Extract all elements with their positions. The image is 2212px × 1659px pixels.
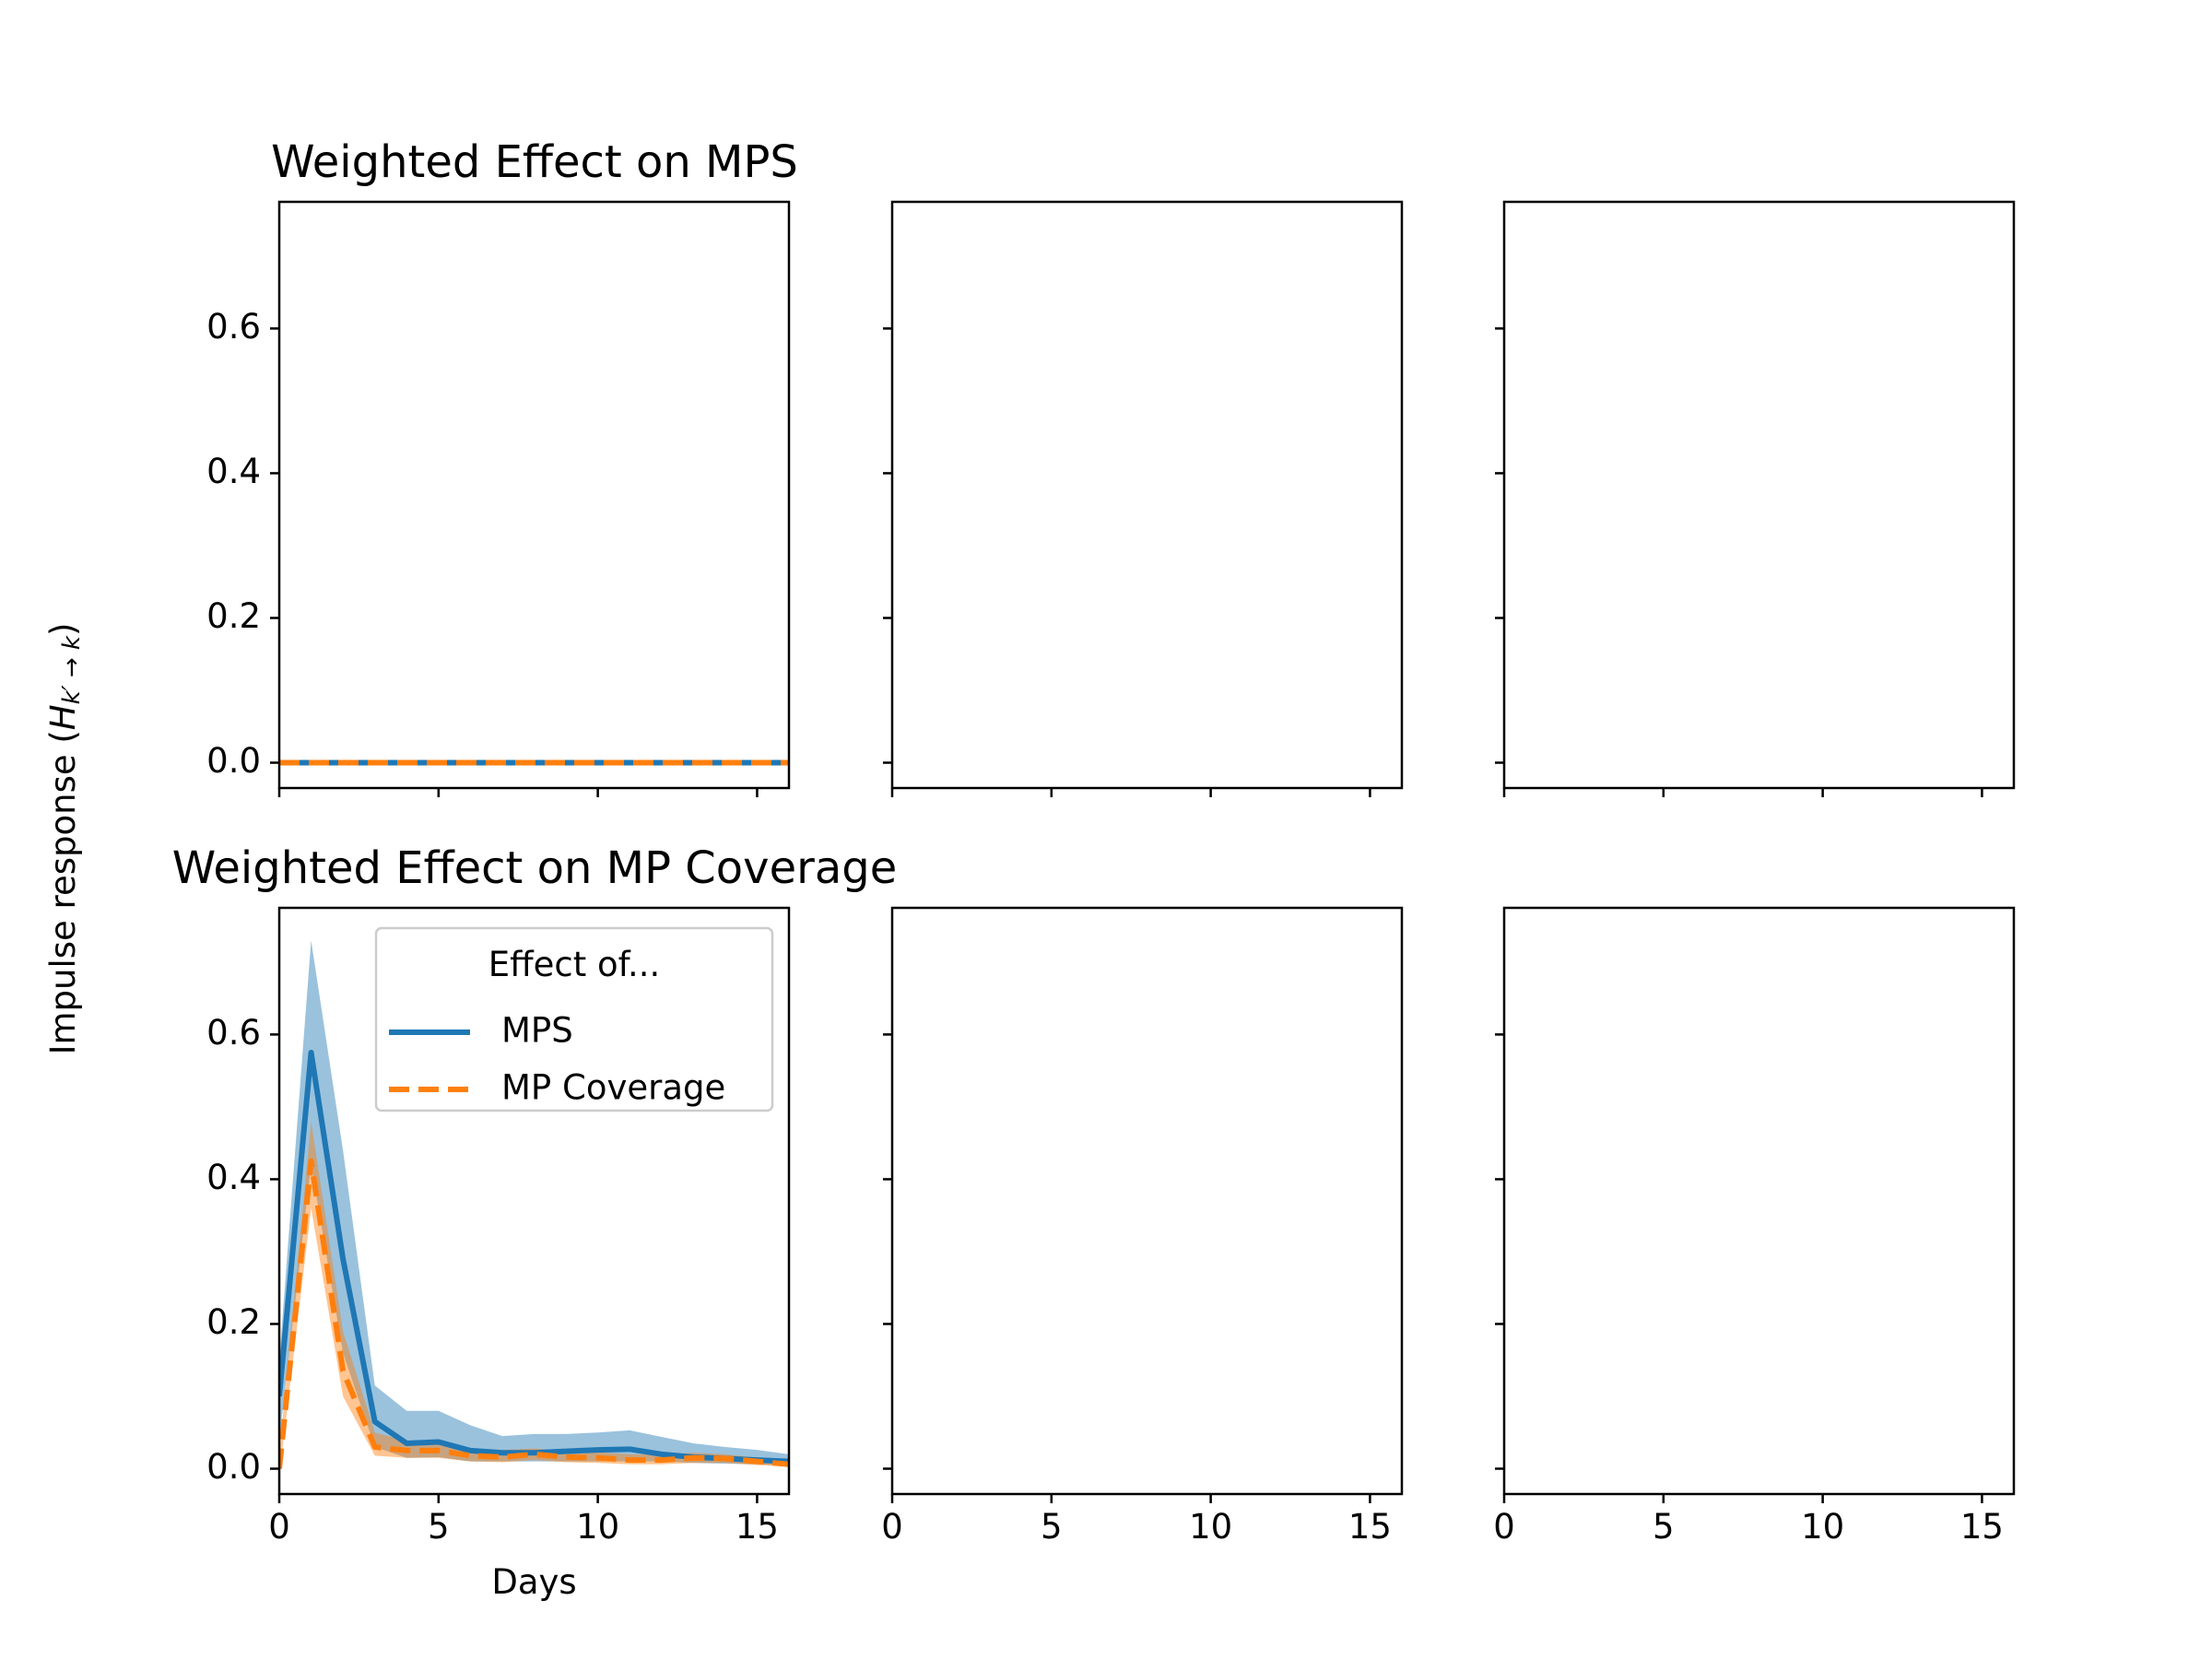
axes-frame [1502,906,2016,1496]
x-tick-label: 5 [428,1507,450,1547]
y-tick-label: 0.2 [206,596,261,636]
legend-box [374,926,774,1112]
x-tick-label: 0 [268,1507,290,1547]
axes-title: Weighted Effect on MPS [271,136,798,188]
x-tick-label: 15 [1960,1507,2004,1547]
x-tick-label: 0 [1493,1507,1515,1547]
y-tick-label: 0.6 [206,1013,261,1053]
axes-title: Weighted Effect on MP Coverage [172,842,898,894]
figure-ylabel-math: H [43,704,83,730]
x-tick-label: 15 [1348,1507,1392,1547]
x-tick-label: 5 [1041,1507,1063,1547]
figure-ylabel-close: ) [43,623,83,636]
axes-frame [890,906,1404,1496]
axes-bottom-middle: 0 5 10 15 [881,906,1404,1547]
axes-bottom-left: 0.0 0.2 0.4 0.6 0 5 10 15 Weighted Effect on MP … [172,842,898,1602]
x-tick-label: 15 [735,1507,779,1547]
x-tick-label: 10 [1189,1507,1232,1547]
axes-frame [1502,200,2016,790]
x-tick-label: 10 [576,1507,619,1547]
axes-top-right [1495,200,2016,797]
y-tick-label: 0.4 [206,1158,261,1197]
axes-top-left: 0.0 0.2 0.4 0.6 Weighted Effect on MPS [206,136,798,797]
y-tick-label: 0.6 [206,307,261,347]
legend-label: MP Coverage [501,1068,725,1108]
y-tick-label: 0.0 [206,1447,261,1487]
series-line-mp-coverage [279,1158,789,1469]
legend-label: MPS [501,1011,573,1051]
legend: Effect of... MPS MP Coverage [374,926,774,1112]
y-tick-label: 0.4 [206,452,261,491]
axes-top-middle [883,200,1404,797]
figure-ylabel: Impulse response (Hk′ → k) [43,623,86,1055]
axes-frame [277,906,791,1496]
y-tick-label: 0.0 [206,741,261,781]
figure-ylabel-text: Impulse response ( [43,730,83,1054]
y-tick-label: 0.2 [206,1302,261,1342]
x-tick-label: 0 [881,1507,903,1547]
legend-title: Effect of... [488,945,661,984]
x-axis-label: Days [491,1562,576,1602]
x-tick-label: 10 [1801,1507,1844,1547]
axes-bottom-right: 0 5 10 15 [1493,906,2016,1547]
figure-ylabel-subscript: k′ → k [58,635,86,704]
axes-frame [890,200,1404,790]
x-tick-label: 5 [1653,1507,1675,1547]
axes-layer: 0.0 0.2 0.4 0.6 Weighted Effect on MPS 0.0 0.2… [172,136,2016,1602]
axes-frame [277,200,791,790]
plot-area [279,940,789,1477]
